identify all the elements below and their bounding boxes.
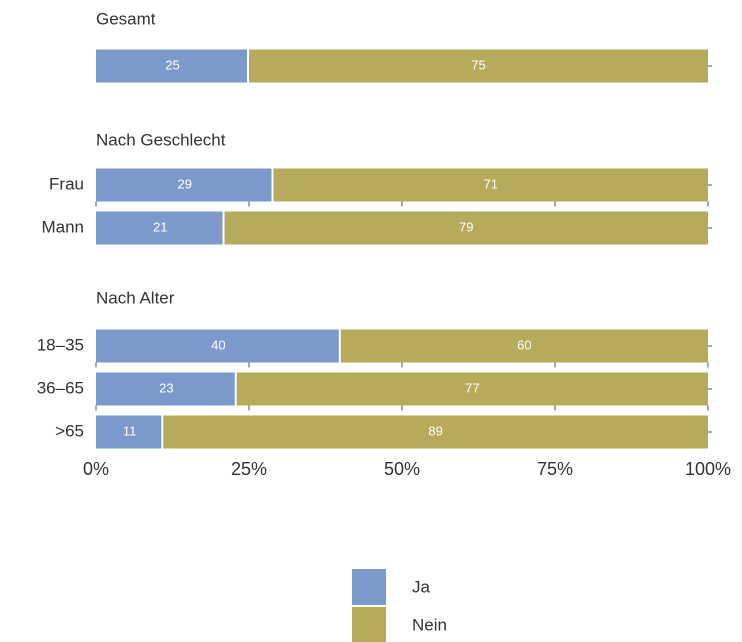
bar-group: Gesamt 25 75 <box>96 9 712 83</box>
data-label: 77 <box>465 380 479 395</box>
bar-segment-nein <box>236 372 708 406</box>
data-label: 21 <box>153 219 167 234</box>
legend-swatch <box>352 569 386 605</box>
data-label: 40 <box>211 337 225 352</box>
legend: Ja Nein <box>352 569 447 642</box>
category-label: Mann <box>41 217 84 236</box>
group-title: Nach Alter <box>96 288 175 307</box>
category-label: 36–65 <box>37 378 84 397</box>
bar-segment-ja <box>96 168 272 202</box>
bar-segment-nein <box>273 168 708 202</box>
group-title: Gesamt <box>96 9 156 28</box>
data-label: 75 <box>471 57 485 72</box>
bar-row: >65 11 89 <box>55 415 712 449</box>
data-label: 29 <box>178 176 192 191</box>
bar-segment-ja <box>96 211 223 245</box>
bar-group: Nach Geschlecht Frau 29 71 Mann 21 79 <box>41 130 712 245</box>
bar-row: Mann 21 79 <box>41 211 712 245</box>
category-label: 18–35 <box>37 335 84 354</box>
x-tick-label: 100% <box>685 459 731 479</box>
legend-swatch <box>352 607 386 642</box>
x-tick-label: 25% <box>231 459 267 479</box>
category-label: Frau <box>49 174 84 193</box>
data-label: 23 <box>159 380 173 395</box>
data-label: 11 <box>123 423 137 438</box>
x-tick-label: 0% <box>83 459 109 479</box>
bar-segment-ja <box>96 372 235 406</box>
data-label: 79 <box>459 219 473 234</box>
x-axis: 0% 25% 50% 75% 100% <box>83 459 731 479</box>
category-label: >65 <box>55 421 84 440</box>
bar-group: Nach Alter 18–35 40 60 36–65 23 77 >65 11 89 <box>37 288 712 449</box>
bar-row: Frau 29 71 <box>49 168 712 207</box>
bar-segment-nein <box>340 329 708 363</box>
legend-item: Nein <box>352 607 447 642</box>
bar-segment-nein <box>224 211 708 245</box>
legend-item: Ja <box>352 569 431 605</box>
bar-row: 18–35 40 60 <box>37 329 712 368</box>
legend-label: Ja <box>412 577 431 596</box>
bar-row: 25 75 <box>96 49 712 83</box>
bar-segment-ja <box>96 49 247 83</box>
data-label: 25 <box>165 57 179 72</box>
bar-segment-ja <box>96 329 339 363</box>
data-label: 60 <box>517 337 531 352</box>
x-tick-label: 75% <box>537 459 573 479</box>
bar-groups: Gesamt 25 75 Nach Geschlecht Frau 29 71 Mann 21 7… <box>37 9 712 449</box>
legend-label: Nein <box>412 615 447 634</box>
x-tick-label: 50% <box>384 459 420 479</box>
bar-row: 36–65 23 77 <box>37 372 712 411</box>
bar-segment-nein <box>249 49 708 83</box>
data-label: 71 <box>484 176 498 191</box>
bar-segment-nein <box>163 415 708 449</box>
bar-segment-ja <box>96 415 162 449</box>
data-label: 89 <box>428 423 442 438</box>
group-title: Nach Geschlecht <box>96 130 226 149</box>
